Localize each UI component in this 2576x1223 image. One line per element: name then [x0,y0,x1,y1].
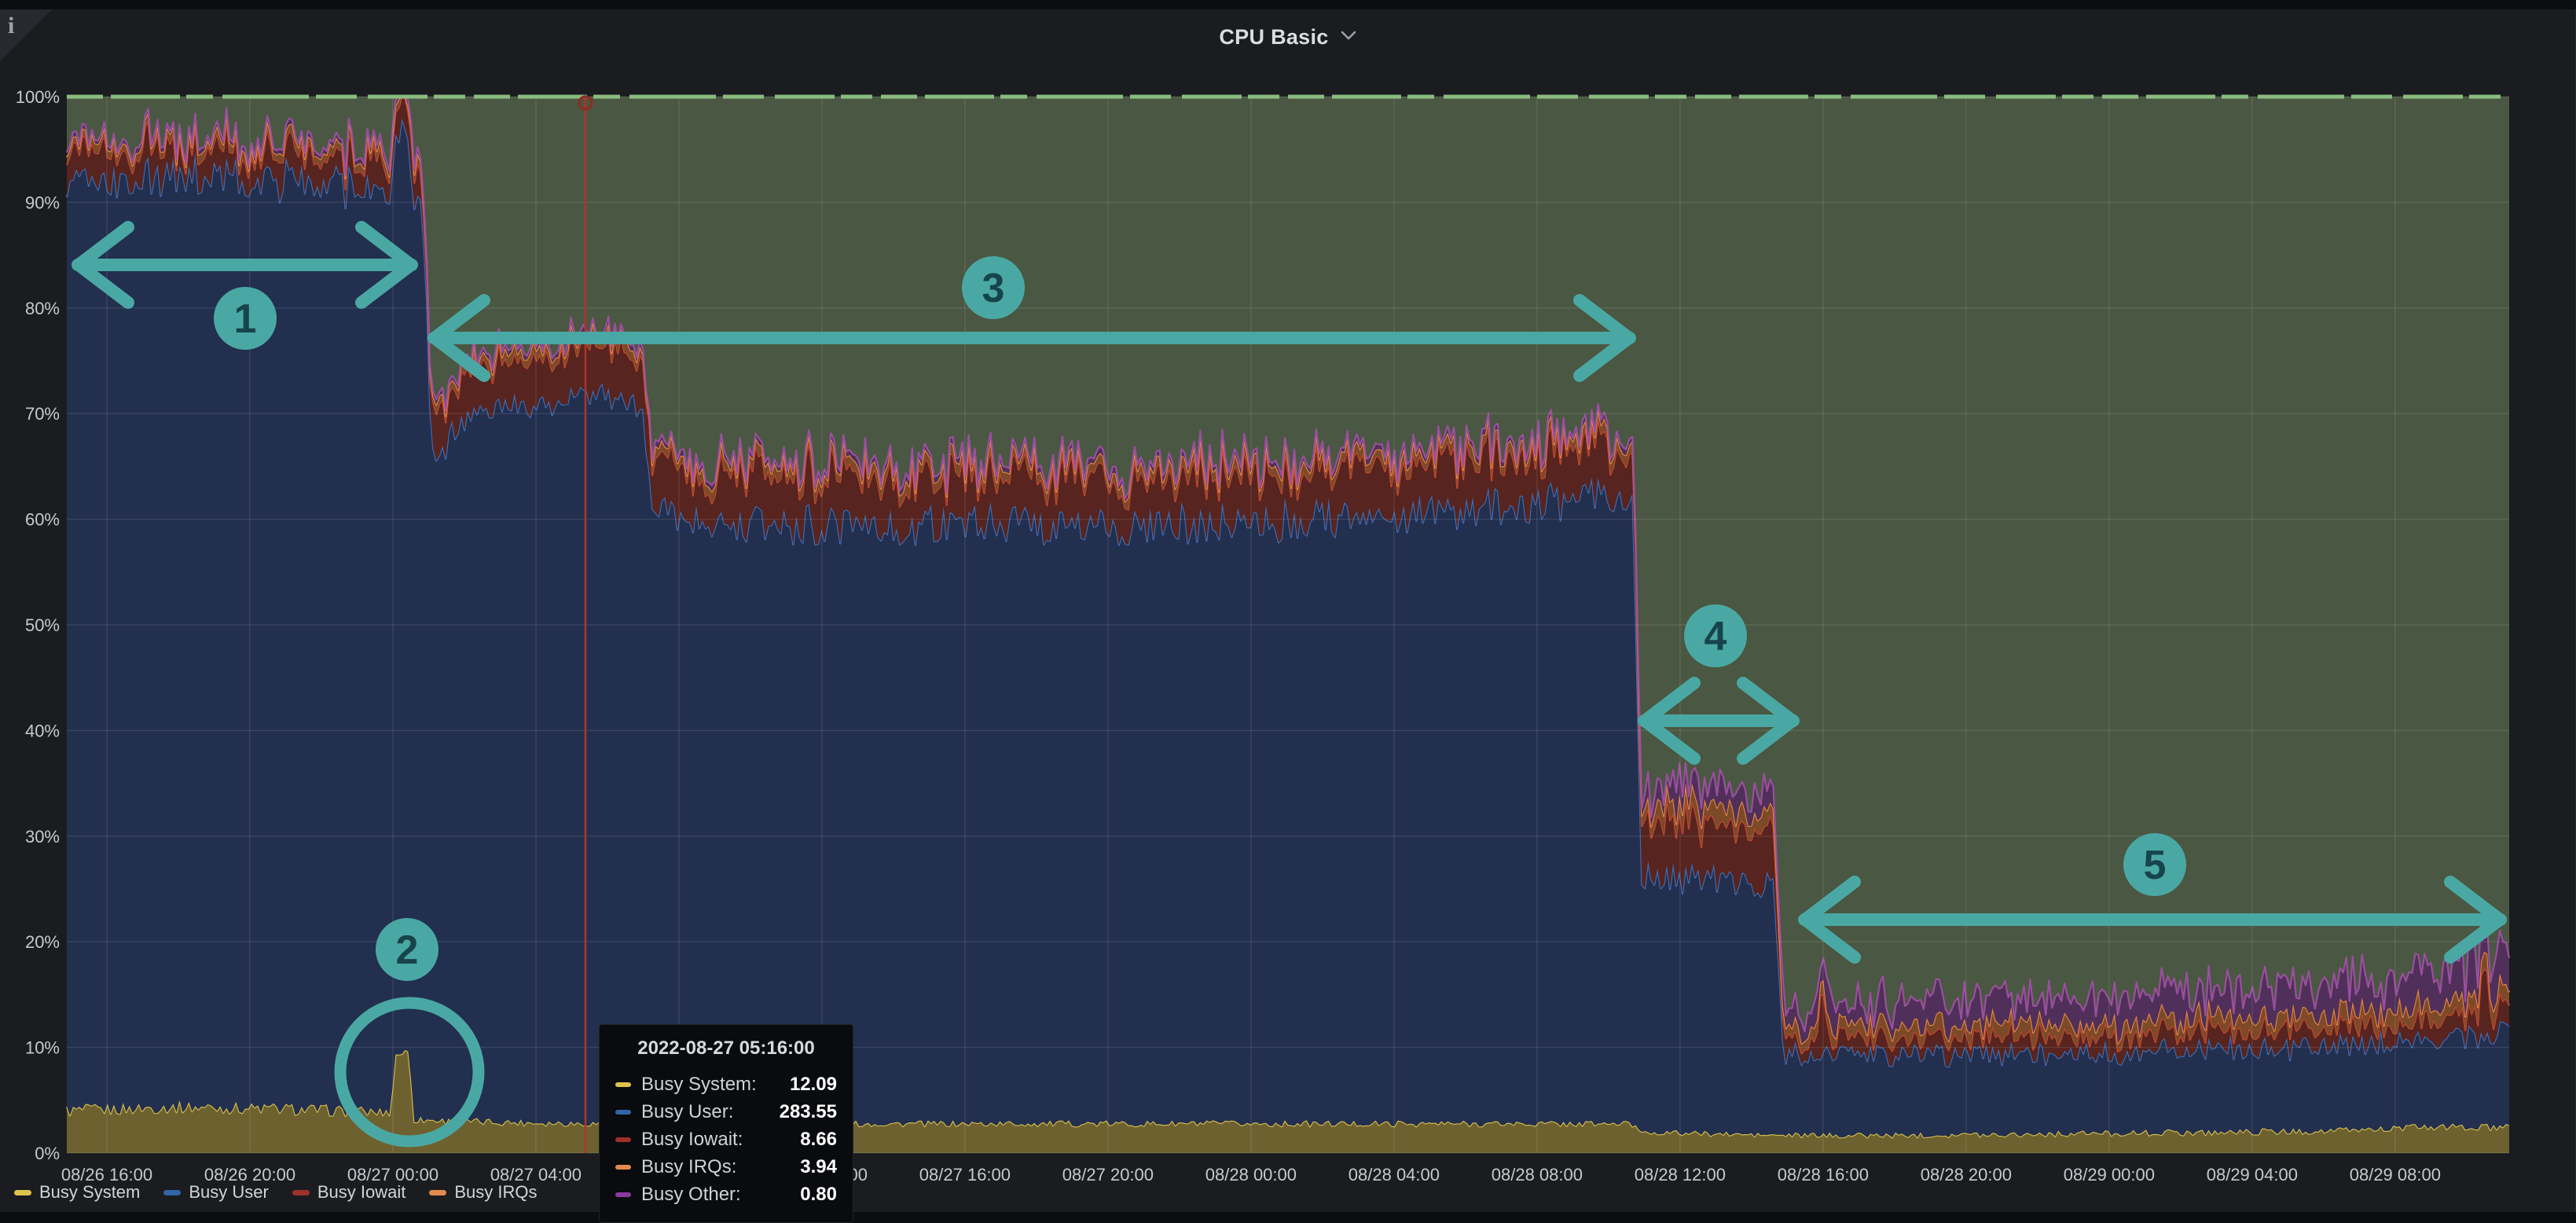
tooltip-series-label: Busy IRQs: [641,1156,736,1178]
legend-color-swatch [429,1190,446,1195]
x-axis-label: 08/29 04:00 [2207,1165,2298,1184]
annotation-number: 2 [396,927,419,973]
y-axis-label: 80% [25,299,60,318]
annotation-number: 1 [234,296,257,342]
x-axis-label: 08/27 16:00 [919,1165,1011,1184]
tooltip-series-value: 3.94 [800,1156,837,1178]
y-axis-label: 90% [25,193,60,212]
panel-title[interactable]: CPU Basic [1219,25,1328,49]
tooltip-series-label: Busy Iowait: [641,1129,743,1151]
legend-item[interactable]: Busy IRQs [429,1182,537,1203]
series-color-swatch [615,1110,631,1115]
tooltip-row: Busy User: 283.55 [615,1098,837,1126]
chart-legend: Busy System Busy User Busy Iowait Busy IRQs [14,1182,561,1203]
y-axis-label: 0% [35,1144,60,1163]
tooltip-timestamp: 2022-08-27 05:16:00 [615,1038,837,1060]
cpu-basic-panel: 0%10%20%30%40%50%60%70%80%90%100%08/26 1… [0,9,2576,1212]
panel-header: CPU Basic [0,9,2576,60]
cpu-usage-stacked-area-chart[interactable]: 0%10%20%30%40%50%60%70%80%90%100%08/26 1… [0,9,2576,1221]
legend-item[interactable]: Busy System [14,1182,140,1203]
legend-item[interactable]: Busy User [163,1182,268,1203]
legend-label: Busy IRQs [454,1182,537,1203]
y-axis-label: 40% [25,721,60,740]
tooltip-series-value: 12.09 [790,1074,837,1096]
tooltip-series-label: Busy User: [641,1101,733,1123]
dashboard-background-strip [0,0,2576,9]
x-axis-label: 08/28 20:00 [1921,1165,2012,1184]
tooltip-series-value: 283.55 [780,1101,837,1123]
series-color-swatch [615,1192,631,1197]
x-axis-label: 08/29 00:00 [2064,1165,2155,1184]
tooltip-series-value: 0.80 [800,1184,837,1206]
legend-color-swatch [14,1190,31,1195]
tooltip-row: Busy IRQs: 3.94 [615,1153,837,1181]
legend-label: Busy User [189,1182,268,1203]
legend-item[interactable]: Busy Iowait [292,1182,406,1203]
y-axis-label: 30% [25,827,60,847]
series-color-swatch [615,1137,631,1142]
y-axis-label: 100% [16,87,60,107]
legend-label: Busy Iowait [317,1182,406,1203]
series-color-swatch [615,1165,631,1170]
x-axis-label: 08/28 12:00 [1635,1165,1726,1184]
y-axis-label: 20% [25,932,60,952]
series-color-swatch [615,1082,631,1087]
annotation-number: 3 [982,266,1005,311]
y-axis-label: 50% [25,615,60,635]
y-axis-label: 60% [25,510,60,530]
tooltip-row: Busy Iowait: 8.66 [615,1126,837,1153]
x-axis-label: 08/28 08:00 [1492,1165,1583,1184]
legend-color-swatch [292,1190,310,1195]
tooltip-series-value: 8.66 [800,1129,837,1151]
x-axis-label: 08/28 16:00 [1778,1165,1869,1184]
x-axis-label: 08/29 08:00 [2350,1165,2441,1184]
x-axis-label: 08/27 20:00 [1062,1165,1154,1184]
tooltip-row: Busy System: 12.09 [615,1071,837,1098]
tooltip-series-label: Busy System: [641,1074,757,1096]
grafana-panel-screenshot: 0%10%20%30%40%50%60%70%80%90%100%08/26 1… [0,0,2576,1212]
chart-tooltip: 2022-08-27 05:16:00 Busy System:12.09Bus… [599,1024,853,1223]
x-axis-label: 08/28 00:00 [1205,1165,1297,1184]
tooltip-row: Busy Other: 0.80 [615,1181,837,1208]
annotation-number: 5 [2144,843,2167,888]
y-axis-label: 10% [25,1038,60,1058]
chevron-down-icon[interactable] [1340,30,1357,45]
x-axis-label: 08/28 04:00 [1349,1165,1440,1184]
legend-color-swatch [163,1190,181,1195]
y-axis-label: 70% [25,404,60,424]
annotation-number: 4 [1704,614,1727,659]
tooltip-series-label: Busy Other: [641,1184,741,1206]
legend-label: Busy System [39,1182,140,1203]
